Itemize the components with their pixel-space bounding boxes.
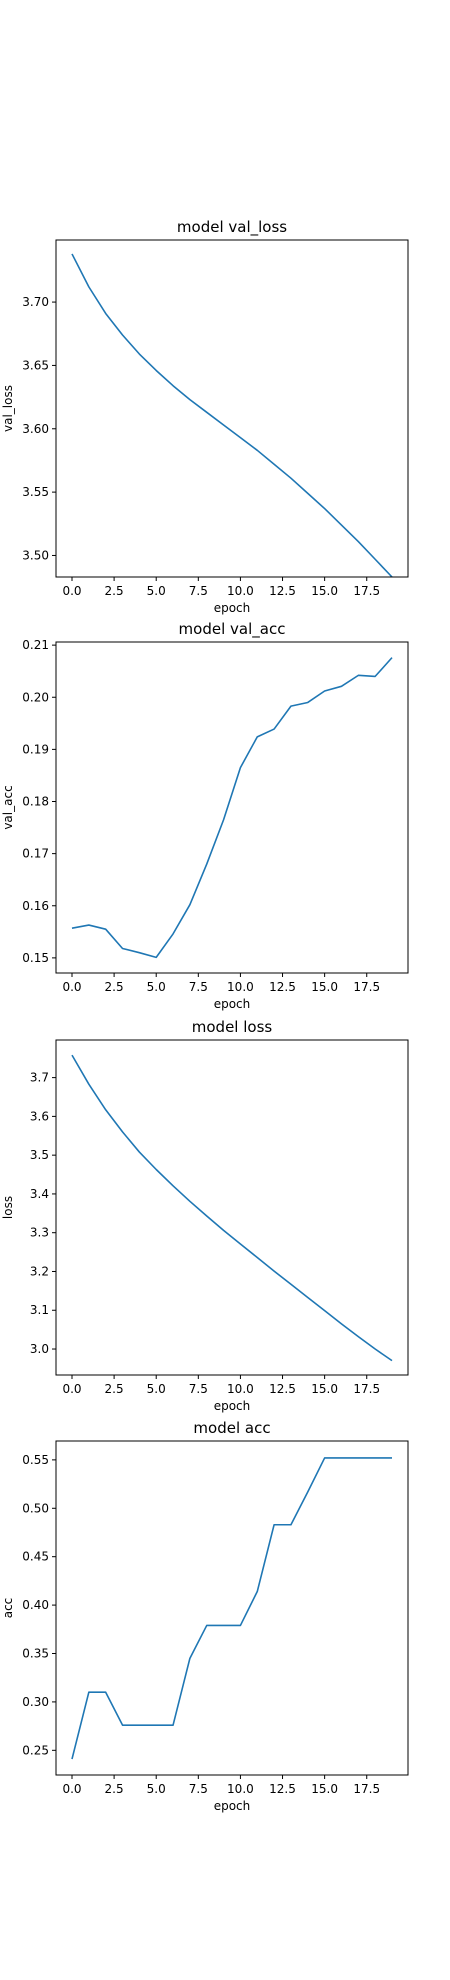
x-tick-label: 7.5: [189, 980, 208, 994]
x-tick-label: 0.0: [62, 1782, 81, 1796]
x-tick-label: 2.5: [105, 980, 124, 994]
chart-1: model val_acc 0.0 2.5 5.0 7.5 10.0 12.5 15.0 17.…: [1, 620, 409, 1011]
y-tick-label: 3.50: [22, 548, 49, 562]
x-tick-label: 2.5: [105, 584, 124, 598]
y-tick-label: 0.16: [22, 899, 49, 913]
y-axis-label: val_acc: [1, 785, 15, 829]
y-tick-label: 0.15: [22, 951, 49, 965]
x-tick-label: 15.0: [311, 980, 338, 994]
chart-title: model loss: [192, 1018, 273, 1036]
y-tick-label: 3.4: [30, 1187, 49, 1201]
y-axis-label: val_loss: [1, 385, 15, 432]
y-tick-label: 3.70: [22, 295, 49, 309]
y-tick-label: 0.17: [22, 847, 49, 861]
y-axis-label: acc: [1, 1598, 15, 1619]
y-tick-label: 0.35: [22, 1647, 49, 1661]
y-tick-label: 3.55: [22, 485, 49, 499]
x-axis-label: epoch: [214, 601, 251, 615]
x-tick-label: 5.0: [147, 1782, 166, 1796]
y-tick-label: 3.7: [30, 1071, 49, 1085]
plot-frame: [55, 641, 409, 974]
x-tick-label: 5.0: [147, 1382, 166, 1396]
x-tick-label: 12.5: [269, 1782, 296, 1796]
y-tick-label: 0.40: [22, 1598, 49, 1612]
x-tick-label: 7.5: [189, 584, 208, 598]
charts-root: model val_loss 0.0 2.5 5.0 7.5 10.0 12.5 15.0 17…: [1, 218, 409, 1813]
x-tick-label: 10.0: [227, 584, 254, 598]
series-line: [71, 657, 393, 959]
y-tick-label: 3.2: [30, 1264, 49, 1278]
series-line: [71, 1457, 392, 1760]
x-tick-label: 12.5: [269, 980, 296, 994]
x-tick-label: 10.0: [227, 1782, 254, 1796]
y-tick-label: 3.1: [30, 1303, 49, 1317]
x-axis-label: epoch: [214, 997, 251, 1011]
plot-frame: [55, 1039, 409, 1376]
x-tick-label: 12.5: [269, 584, 296, 598]
y-tick-label: 3.3: [30, 1226, 49, 1240]
chart-0: model val_loss 0.0 2.5 5.0 7.5 10.0 12.5 15.0 17…: [1, 218, 409, 615]
plot-frame: [55, 239, 409, 578]
chart-title: model acc: [193, 1419, 270, 1437]
y-tick-label: 0.25: [22, 1743, 49, 1757]
x-tick-label: 15.0: [311, 1382, 338, 1396]
x-tick-label: 17.5: [353, 1782, 380, 1796]
x-tick-label: 17.5: [353, 980, 380, 994]
x-tick-label: 17.5: [353, 1382, 380, 1396]
y-tick-label: 0.55: [22, 1453, 49, 1467]
series-line: [71, 253, 393, 578]
y-tick-label: 0.20: [22, 690, 49, 704]
y-tick-label: 0.21: [22, 638, 49, 652]
y-tick-label: 0.19: [22, 742, 49, 756]
x-tick-label: 15.0: [311, 584, 338, 598]
series-line: [71, 1054, 393, 1362]
y-tick-label: 3.65: [22, 358, 49, 372]
x-tick-label: 5.0: [147, 584, 166, 598]
y-tick-label: 0.50: [22, 1501, 49, 1515]
x-tick-label: 0.0: [62, 980, 81, 994]
chart-title: model val_acc: [179, 620, 286, 639]
chart-title: model val_loss: [177, 218, 287, 237]
chart-2: model loss 0.0 2.5 5.0 7.5 10.0 12.5 15.0 17.5 3.…: [1, 1018, 409, 1413]
x-tick-label: 12.5: [269, 1382, 296, 1396]
x-tick-label: 0.0: [62, 584, 81, 598]
y-tick-label: 3.0: [30, 1342, 49, 1356]
y-tick-label: 3.60: [22, 422, 49, 436]
y-axis-label: loss: [1, 1196, 15, 1219]
y-tick-label: 0.30: [22, 1695, 49, 1709]
x-tick-label: 7.5: [189, 1782, 208, 1796]
x-tick-label: 7.5: [189, 1382, 208, 1396]
x-tick-label: 10.0: [227, 1382, 254, 1396]
y-tick-label: 3.6: [30, 1109, 49, 1123]
x-axis-label: epoch: [214, 1399, 251, 1413]
x-tick-label: 10.0: [227, 980, 254, 994]
x-tick-label: 0.0: [62, 1382, 81, 1396]
chart-3: model acc 0.0 2.5 5.0 7.5 10.0 12.5 15.0 17.5 0.2…: [1, 1419, 409, 1813]
x-axis-label: epoch: [214, 1799, 251, 1813]
y-tick-label: 0.45: [22, 1550, 49, 1564]
y-tick-label: 0.18: [22, 795, 49, 809]
plot-frame: [55, 1440, 409, 1776]
y-tick-label: 3.5: [30, 1148, 49, 1162]
x-tick-label: 5.0: [147, 980, 166, 994]
x-tick-label: 2.5: [105, 1782, 124, 1796]
x-tick-label: 15.0: [311, 1782, 338, 1796]
x-tick-label: 2.5: [105, 1382, 124, 1396]
x-tick-label: 17.5: [353, 584, 380, 598]
